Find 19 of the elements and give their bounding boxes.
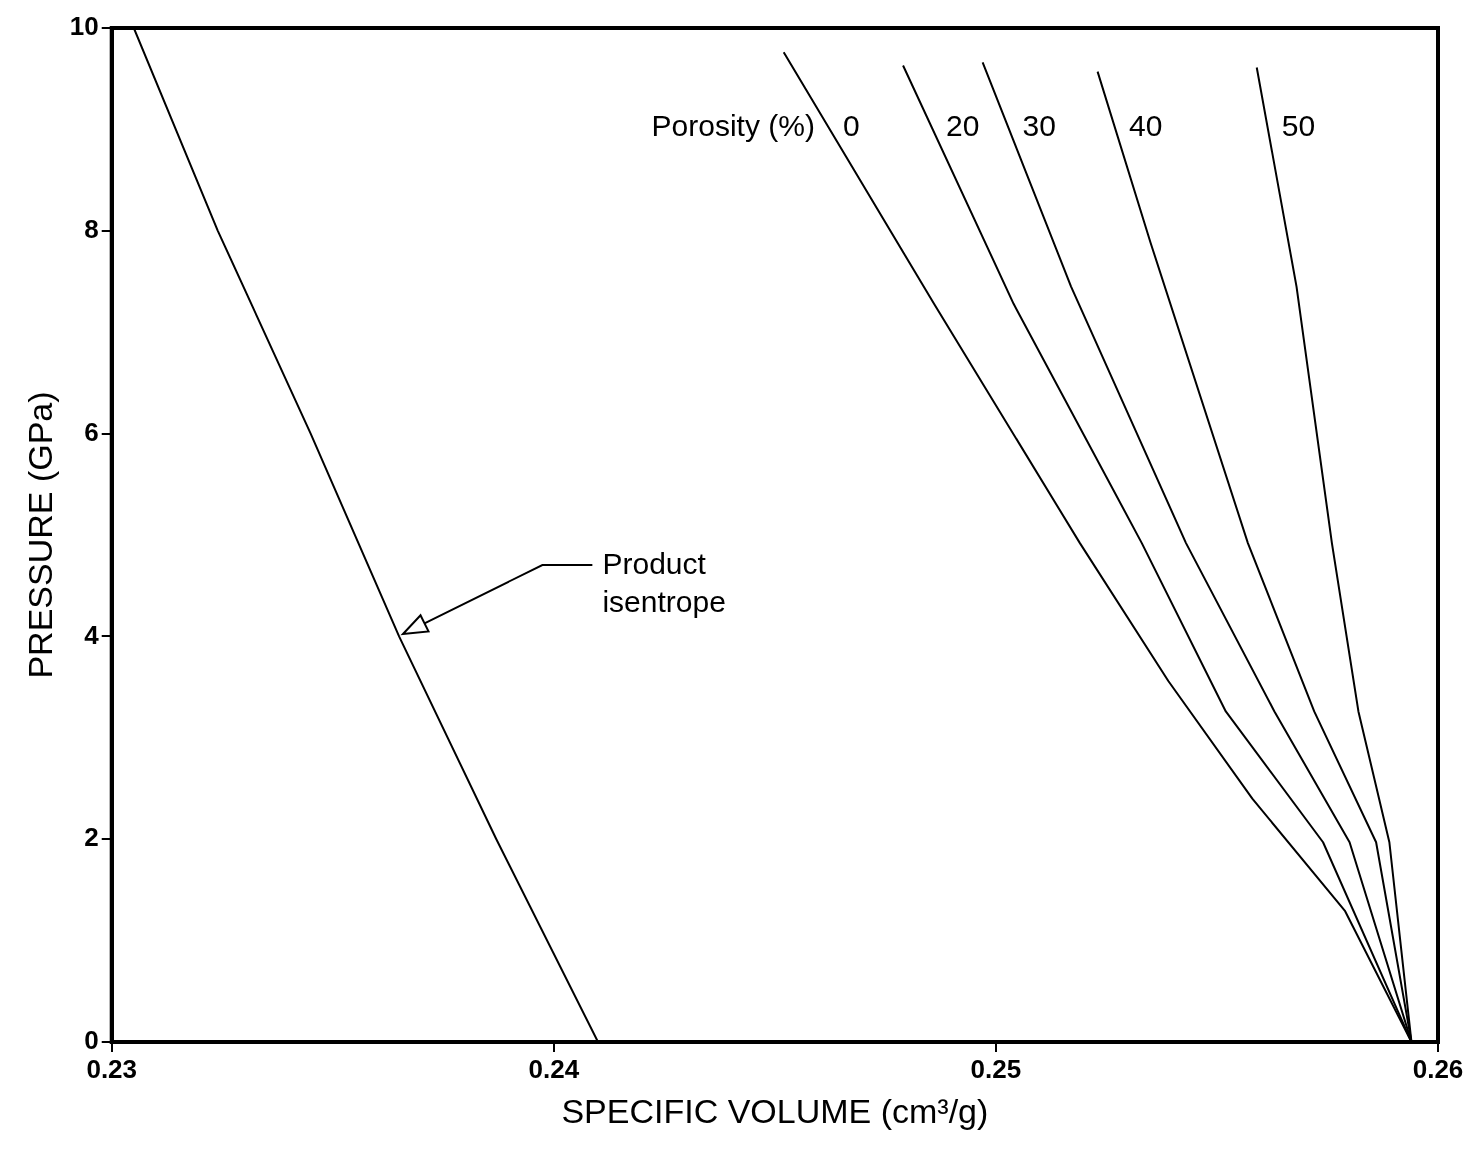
x-tick-label: 0.25 [970, 1053, 1022, 1084]
series-label: 50 [1281, 109, 1316, 143]
y-tick-label: 4 [84, 619, 100, 650]
y-axis-title: PRESSURE (GPa) [20, 391, 59, 679]
series-label: 0 [842, 109, 860, 143]
y-tick-label: 6 [84, 416, 99, 447]
y-tick-label: 0 [84, 1025, 99, 1056]
series-label: 40 [1129, 109, 1163, 143]
y-tick-label: 10 [69, 11, 99, 42]
annotation: Product isentrope [602, 546, 726, 618]
legend-title: Porosity (%) [651, 109, 815, 143]
y-tick-label: 8 [84, 213, 99, 244]
x-tick-label: 0.26 [1412, 1053, 1464, 1084]
x-tick-label: 0.23 [86, 1053, 138, 1084]
x-tick-label: 0.24 [528, 1053, 580, 1084]
series-label: 20 [946, 109, 980, 143]
x-axis-title: SPECIFIC VOLUME (cm³/g) [561, 1091, 989, 1130]
y-tick-label: 2 [84, 822, 99, 853]
series-label: 30 [1022, 109, 1056, 143]
